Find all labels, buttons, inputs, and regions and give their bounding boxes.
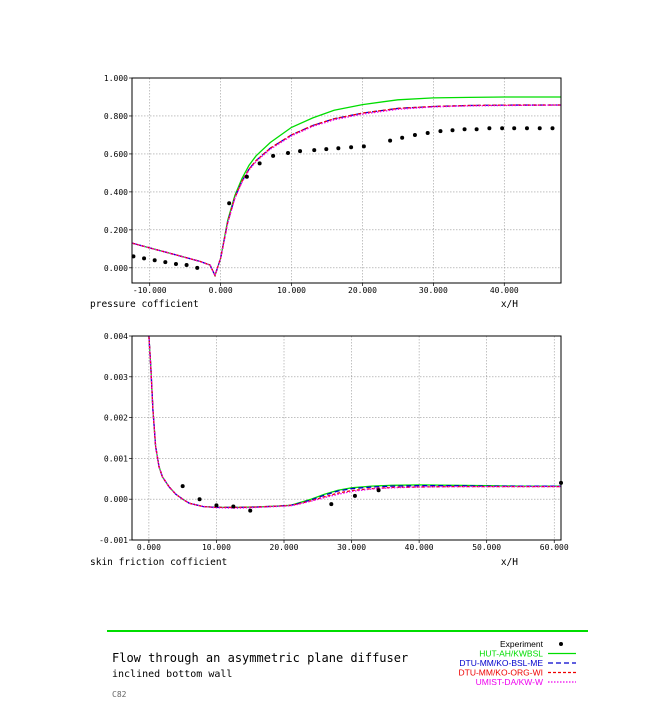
- footer-subtitle: inclined bottom wall: [112, 669, 232, 680]
- x-tick-label: 50.000: [472, 543, 501, 552]
- x-tick-label: -10.000: [133, 286, 167, 295]
- experiment-point: [142, 256, 147, 261]
- legend-marker-dot: [559, 642, 563, 646]
- experiment-point: [400, 135, 405, 140]
- y-tick-label: 0.200: [104, 226, 128, 235]
- plot-frame: [131, 335, 562, 541]
- series-line-dtu-mm-ko-bsl-me: [132, 104, 561, 278]
- y-tick-label: 0.004: [104, 332, 128, 341]
- series-line-umist-da-kw-w: [148, 336, 561, 509]
- experiment-point: [163, 260, 168, 265]
- experiment-point: [227, 201, 232, 206]
- experiment-point: [180, 484, 185, 489]
- x-tick-label: 20.000: [270, 543, 299, 552]
- x-tick-label: 30.000: [419, 286, 448, 295]
- legend: ExperimentHUT-AH/KWBSLDTU-MM/KO-BSL-MEDT…: [458, 639, 576, 687]
- experiment-point: [257, 161, 262, 166]
- y-tick-label: 0.002: [104, 414, 128, 423]
- x-tick-label: 0.000: [209, 286, 233, 295]
- experiment-point: [349, 145, 354, 150]
- experiment-point: [462, 127, 467, 132]
- series-line-hut-ah-kwbsl: [148, 336, 561, 509]
- experiment-point: [231, 504, 236, 509]
- experiment-point: [524, 126, 529, 131]
- experiment-point: [298, 149, 303, 154]
- legend-label: UMIST-DA/KW-W: [476, 677, 543, 687]
- y-tick-label: 0.600: [104, 150, 128, 159]
- legend-label: HUT-AH/KWBSL: [479, 649, 543, 659]
- y-tick-label: -0.001: [99, 536, 128, 545]
- y-tick-label: 0.000: [104, 264, 128, 273]
- experiment-point: [512, 126, 517, 131]
- experiment-point: [329, 502, 334, 507]
- plot-frame: [131, 77, 562, 284]
- x-tick-label: 40.000: [405, 543, 434, 552]
- x-tick-label: 0.000: [137, 543, 161, 552]
- x-axis-label: x/H: [501, 557, 518, 568]
- y-tick-label: 0.003: [104, 373, 128, 382]
- experiment-point: [487, 126, 492, 131]
- x-tick-label: 20.000: [348, 286, 377, 295]
- experiment-point: [388, 138, 393, 143]
- experiment-point: [184, 262, 189, 267]
- experiment-point: [500, 126, 505, 131]
- experiment-point: [438, 129, 443, 134]
- series-line-umist-da-kw-w: [132, 104, 561, 278]
- experiment-point: [173, 262, 178, 267]
- experiment-point: [537, 126, 542, 131]
- legend-label: Experiment: [500, 639, 544, 649]
- experiment-point: [286, 150, 290, 155]
- experiment-point: [412, 132, 417, 137]
- y-tick-label: 0.001: [104, 454, 128, 463]
- x-tick-label: 10.000: [202, 543, 231, 552]
- x-tick-label: 60.000: [540, 543, 569, 552]
- x-tick-label: 40.000: [490, 286, 519, 295]
- pressure-coefficient-chart: -10.000 0.000 10.000 20.000 30.000 40.000 0.00…: [90, 74, 562, 310]
- series-line-dtu-mm-ko-bsl-me: [148, 336, 561, 509]
- experiment-point: [271, 153, 276, 158]
- y-tick-label: 1.000: [104, 74, 128, 83]
- experiment-point: [324, 147, 329, 152]
- experiment-point: [550, 126, 555, 131]
- footer-code: C82: [112, 690, 127, 699]
- legend-label: DTU-MM/KO-BSL-ME: [459, 658, 543, 668]
- experiment-point: [336, 146, 341, 151]
- x-tick-label: 30.000: [337, 543, 366, 552]
- experiment-point: [248, 508, 253, 513]
- experiment-point: [361, 144, 366, 149]
- experiment-point: [450, 128, 455, 133]
- y-axis-label: skin friction cofficient: [90, 557, 227, 568]
- experiment-point: [352, 493, 357, 498]
- y-tick-label: 0.000: [104, 495, 128, 504]
- experiment-point: [197, 497, 202, 502]
- experiment-point: [425, 131, 430, 136]
- experiment-point: [214, 503, 219, 508]
- y-axis-label: pressure cofficient: [90, 299, 199, 310]
- skin-friction-chart: 0.000 10.000 20.000 30.000 40.000 50.000 60.00…: [90, 332, 569, 568]
- experiment-point: [244, 174, 249, 179]
- y-tick-label: 0.400: [104, 188, 128, 197]
- y-tick-label: 0.800: [104, 112, 128, 121]
- experiment-point: [195, 265, 200, 270]
- series-line-dtu-mm-ko-org-wi: [148, 336, 561, 509]
- series-line-dtu-mm-ko-org-wi: [132, 104, 561, 278]
- legend-label: DTU-MM/KO-ORG-WI: [458, 668, 543, 678]
- x-axis-label: x/H: [501, 299, 518, 310]
- experiment-point: [152, 258, 157, 263]
- x-tick-label: 10.000: [277, 286, 306, 295]
- experiment-point: [474, 127, 479, 132]
- footer-title: Flow through an asymmetric plane diffuse…: [112, 651, 408, 665]
- experiment-point: [312, 148, 317, 153]
- experiment-point: [376, 488, 381, 493]
- series-line-hut-ah-kwbsl: [132, 96, 561, 278]
